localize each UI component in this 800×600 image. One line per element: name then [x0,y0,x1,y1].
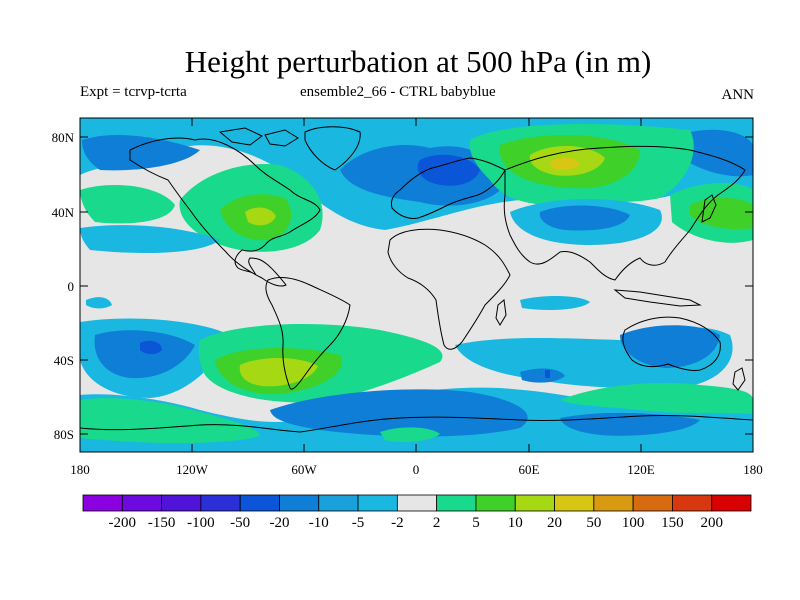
colorbar-swatch [593,494,634,512]
colorbar-label: 2 [433,515,441,531]
lon-label: 0 [413,462,420,477]
colorbar-label: -150 [148,515,176,531]
contour-region [86,297,112,309]
lon-label: 180 [70,462,90,477]
colorbar-label: -20 [269,515,289,531]
contour-region [80,398,260,444]
contour-region [690,197,753,230]
contour-region [560,382,753,414]
lon-label: 120E [627,462,655,477]
contour-region [370,202,396,215]
contour-region [140,340,162,355]
experiment-label: Expt = tcrvp-tcrta [80,84,187,100]
contour-field [80,118,753,452]
chart-title: Height perturbation at 500 hPa (in m) [184,44,652,79]
coastline-arctic-islands [218,127,299,147]
colorbar-label: 5 [472,515,480,531]
colorbar-swatch [554,494,595,512]
colorbar-label: -200 [109,515,137,531]
contour-region [545,370,550,378]
colorbar-swatch [82,494,123,512]
lat-label: 0 [68,279,75,294]
colorbar-swatch [475,494,516,512]
coastline-africa [387,228,511,350]
colorbar-label: 10 [508,515,523,531]
contour-region [539,205,630,231]
contour-region [80,225,220,253]
colorbar-swatch [396,494,438,512]
contour-region [550,157,580,171]
colorbar-swatch [279,494,320,512]
contour-region [80,185,175,224]
colorbar-label: -100 [187,515,215,531]
colorbar-label: 20 [547,515,562,531]
season-label: ANN [721,87,755,103]
colorbar-label: -10 [309,515,329,531]
colorbar-labels: -200 -150 -100 -50 -20 -10 -5 -2 2 5 10 20 50 100 150 2… [109,515,723,531]
coastline-japan [701,194,717,223]
coastlines [80,126,753,433]
ensemble-label: ensemble2_66 - CTRL babyblue [300,84,496,100]
colorbar-label: 50 [586,515,601,531]
colorbar-label: -5 [352,515,365,531]
contour-region [94,330,195,379]
contour-region [417,154,480,186]
contour-region [520,368,565,383]
colorbar-label: -2 [391,515,404,531]
colorbar-swatch [632,494,673,512]
coastline-north-america [129,137,321,287]
colorbar [82,494,752,512]
contour-region [245,207,276,226]
colorbar-label: -50 [230,515,250,531]
colorbar-swatch [672,494,713,512]
lat-labels: 80N 40N 0 40S 80S [52,130,75,442]
colorbar-swatch [436,494,477,512]
lon-label: 180 [743,462,763,477]
contour-region [270,389,528,437]
coastline-australia [622,316,721,371]
lon-labels: 180 120W 60W 0 60E 120E 180 [70,462,763,477]
colorbar-swatch [318,494,359,512]
lon-label: 120W [176,462,209,477]
colorbar-swatch [200,494,241,512]
colorbar-swatch [514,494,555,512]
colorbar-label: 200 [700,515,723,531]
colorbar-swatch [711,494,752,512]
coastline-indonesia [613,289,702,307]
contour-region [239,357,318,387]
colorbar-label: 100 [622,515,645,531]
coastline-europe [391,157,506,219]
lat-label: 40S [54,353,74,368]
colorbar-label: 150 [661,515,684,531]
colorbar-swatch [121,494,162,512]
lon-label: 60W [291,462,317,477]
coastline-greenland [304,126,361,171]
colorbar-swatch [239,494,280,512]
contour-region [380,427,440,442]
contour-region [520,296,590,310]
coastline-madagascar [495,299,507,326]
lon-label: 60E [519,462,540,477]
colorbar-swatch [161,494,202,512]
coastline-new-zealand [732,367,746,391]
coastline-antarctica [80,414,753,433]
colorbar-swatch [357,494,398,512]
lat-label: 80S [54,427,74,442]
tick-marks [80,118,753,452]
contour-region [620,325,720,368]
coastline-asia [503,145,746,281]
contour-region [82,134,200,171]
lat-label: 40N [52,205,75,220]
lat-label: 80N [52,130,75,145]
coastline-south-america [265,277,351,390]
